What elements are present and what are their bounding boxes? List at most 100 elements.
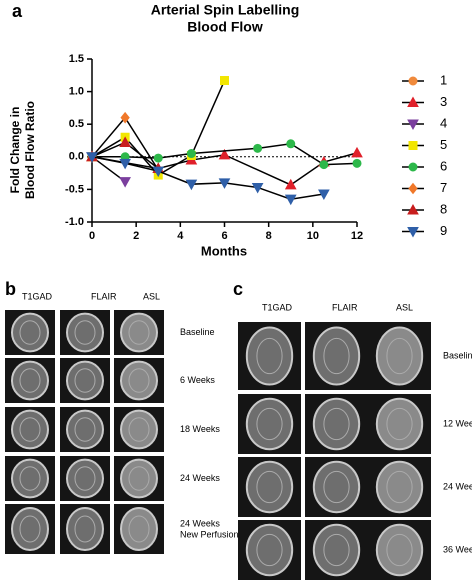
legend-marker — [407, 96, 419, 107]
brain — [375, 523, 424, 577]
y-tick-label: -1.0 — [65, 216, 84, 228]
marker — [218, 148, 231, 160]
legend-label: 3 — [440, 94, 447, 109]
marker — [185, 179, 198, 191]
marker — [284, 194, 297, 206]
column-header: FLAIR — [332, 302, 358, 312]
brain — [11, 458, 49, 499]
marker — [319, 160, 329, 170]
y-tick-label: -0.5 — [65, 183, 84, 195]
brain-detail — [323, 407, 350, 441]
panel-label: a — [12, 1, 23, 21]
brain — [375, 326, 424, 386]
brain — [120, 458, 158, 499]
x-tick-label: 2 — [133, 230, 139, 242]
brain-detail — [256, 337, 283, 375]
legend-label: 8 — [440, 201, 447, 216]
x-tick-label: 6 — [221, 230, 227, 242]
legend-label: 1 — [440, 72, 447, 87]
brain — [11, 312, 49, 353]
brain — [375, 397, 424, 451]
brain-detail — [256, 470, 283, 504]
legend-label: 5 — [440, 137, 447, 152]
panel-label: c — [233, 279, 243, 299]
brain — [11, 507, 49, 551]
brain-detail — [128, 320, 150, 345]
legend-marker — [408, 141, 418, 150]
brain-detail — [323, 337, 350, 375]
x-tick-label: 4 — [177, 230, 184, 242]
chart-title: Arterial Spin Labelling — [151, 2, 300, 18]
marker — [119, 177, 131, 188]
marker — [351, 146, 363, 158]
marker — [152, 166, 165, 178]
x-tick-label: 12 — [351, 230, 363, 242]
marker — [253, 143, 263, 153]
brain — [120, 360, 158, 401]
column-header: ASL — [143, 291, 160, 301]
brain-detail — [74, 515, 96, 543]
marker — [318, 189, 330, 200]
y-axis-label: Fold Change in — [8, 107, 22, 194]
marker — [286, 139, 296, 149]
brain-detail — [74, 417, 96, 442]
legend-marker — [408, 76, 418, 86]
brain — [120, 507, 158, 551]
brain — [120, 312, 158, 353]
row-label: 36 Weeks — [443, 544, 472, 554]
x-tick-label: 0 — [89, 230, 95, 242]
y-tick-label: 1.0 — [69, 86, 84, 98]
brain-detail — [74, 368, 96, 393]
row-label: 24 Weeks — [180, 518, 220, 528]
brain-detail — [128, 515, 150, 543]
brain — [66, 507, 104, 551]
y-tick-label: 1.5 — [69, 53, 84, 65]
brain — [66, 312, 104, 353]
marker — [119, 158, 131, 170]
brain — [66, 409, 104, 450]
brain-detail — [256, 407, 283, 441]
legend-marker — [408, 162, 418, 172]
brain-detail — [128, 368, 150, 393]
brain-detail — [323, 470, 350, 504]
brain — [245, 523, 294, 577]
brain — [120, 409, 158, 450]
brain-detail — [386, 337, 413, 375]
column-header: FLAIR — [91, 291, 117, 301]
marker — [119, 136, 131, 147]
marker — [153, 153, 163, 163]
brain-detail — [19, 515, 41, 543]
column-header: T1GAD — [262, 302, 293, 312]
brain-detail — [386, 407, 413, 441]
brain-detail — [19, 320, 41, 345]
brain-detail — [386, 470, 413, 504]
legend-marker — [407, 119, 419, 131]
column-header: ASL — [396, 302, 413, 312]
row-label: 24 Weeks — [443, 481, 472, 491]
brain-detail — [19, 368, 41, 393]
legend-label: 9 — [440, 223, 447, 238]
marker — [218, 178, 231, 189]
series-line — [91, 156, 324, 200]
brain — [312, 326, 361, 386]
panel-label: b — [5, 279, 16, 299]
legend-marker — [408, 182, 418, 195]
row-label: New Perfusion — [180, 529, 239, 539]
x-tick-label: 8 — [266, 230, 272, 242]
brain — [11, 409, 49, 450]
brain — [375, 460, 424, 514]
marker — [284, 178, 297, 190]
legend-marker — [407, 227, 419, 238]
row-label: 18 Weeks — [180, 424, 220, 434]
brain-detail — [19, 417, 41, 442]
legend-marker — [407, 203, 419, 215]
row-label: Baseline — [443, 350, 472, 360]
legend-label: 4 — [440, 115, 447, 130]
brain — [66, 458, 104, 499]
y-axis-label: Blood Flow Ratio — [23, 101, 37, 199]
marker — [251, 182, 264, 194]
y-tick-label: 0.0 — [69, 151, 84, 163]
x-tick-label: 10 — [307, 230, 319, 242]
chart-title: Blood Flow — [187, 19, 263, 35]
